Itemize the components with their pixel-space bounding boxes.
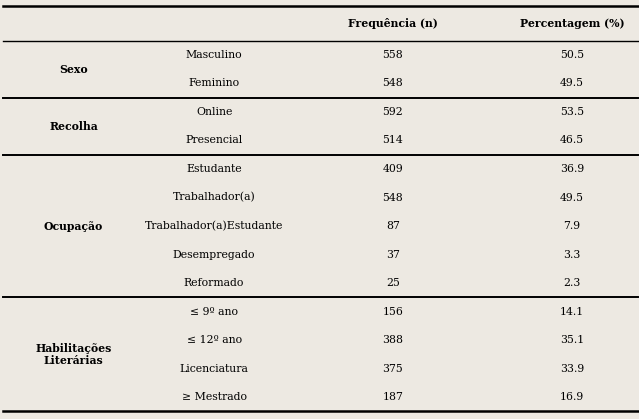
Text: 375: 375 <box>383 364 403 374</box>
Text: Ocupação: Ocupação <box>44 220 103 232</box>
Text: 558: 558 <box>383 50 403 60</box>
Text: Sexo: Sexo <box>59 64 88 75</box>
Text: 388: 388 <box>383 335 403 345</box>
Text: 49.5: 49.5 <box>560 192 584 202</box>
Text: 14.1: 14.1 <box>560 307 584 317</box>
Text: 156: 156 <box>383 307 403 317</box>
Text: 35.1: 35.1 <box>560 335 584 345</box>
Text: 548: 548 <box>383 192 403 202</box>
Text: ≤ 9º ano: ≤ 9º ano <box>190 307 238 317</box>
Text: 49.5: 49.5 <box>560 78 584 88</box>
Text: 7.9: 7.9 <box>564 221 580 231</box>
Text: 37: 37 <box>386 250 400 260</box>
Text: 50.5: 50.5 <box>560 50 584 60</box>
Text: Feminino: Feminino <box>189 78 240 88</box>
Text: 25: 25 <box>386 278 400 288</box>
Text: 2.3: 2.3 <box>563 278 581 288</box>
Text: Desempregado: Desempregado <box>173 250 256 260</box>
Text: Frequência (n): Frequência (n) <box>348 18 438 29</box>
Text: 592: 592 <box>383 107 403 117</box>
Text: 548: 548 <box>383 78 403 88</box>
Text: Online: Online <box>196 107 232 117</box>
Text: 33.9: 33.9 <box>560 364 584 374</box>
Text: Recolha: Recolha <box>49 121 98 132</box>
Text: Trabalhador(a): Trabalhador(a) <box>173 192 256 203</box>
Text: 53.5: 53.5 <box>560 107 584 117</box>
Text: Percentagem (%): Percentagem (%) <box>520 18 624 29</box>
Text: ≤ 12º ano: ≤ 12º ano <box>187 335 242 345</box>
Text: Reformado: Reformado <box>184 278 244 288</box>
Text: 87: 87 <box>386 221 400 231</box>
Text: 36.9: 36.9 <box>560 164 584 174</box>
Text: Estudante: Estudante <box>186 164 242 174</box>
Text: 514: 514 <box>383 135 403 145</box>
Text: Masculino: Masculino <box>186 50 242 60</box>
Text: 16.9: 16.9 <box>560 392 584 402</box>
Text: 46.5: 46.5 <box>560 135 584 145</box>
Text: Habilitações
Literárias: Habilitações Literárias <box>35 342 112 366</box>
Text: Presencial: Presencial <box>185 135 243 145</box>
Text: 409: 409 <box>383 164 403 174</box>
Text: Licenciatura: Licenciatura <box>180 364 249 374</box>
Text: 187: 187 <box>383 392 403 402</box>
Text: 3.3: 3.3 <box>563 250 581 260</box>
Text: ≥ Mestrado: ≥ Mestrado <box>181 392 247 402</box>
Text: Trabalhador(a)Estudante: Trabalhador(a)Estudante <box>145 221 283 231</box>
